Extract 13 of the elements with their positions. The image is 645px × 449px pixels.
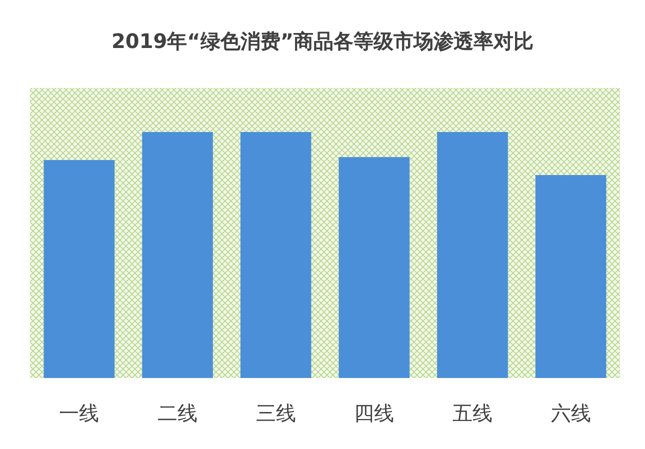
x-tick-label: 一线 <box>59 401 100 425</box>
bar <box>142 132 213 378</box>
bar <box>338 157 410 378</box>
x-tick-label: 三线 <box>256 401 296 425</box>
x-tick-label: 六线 <box>550 401 591 425</box>
bar <box>437 132 508 378</box>
bar <box>44 160 115 378</box>
bar <box>240 132 312 378</box>
chart-title: 2019年“绿色消费”商品各等级市场渗透率对比 <box>112 29 534 53</box>
bar <box>535 175 606 378</box>
x-tick-label: 四线 <box>354 401 394 425</box>
x-tick-label: 五线 <box>452 401 492 425</box>
x-tick-label: 二线 <box>158 401 198 425</box>
